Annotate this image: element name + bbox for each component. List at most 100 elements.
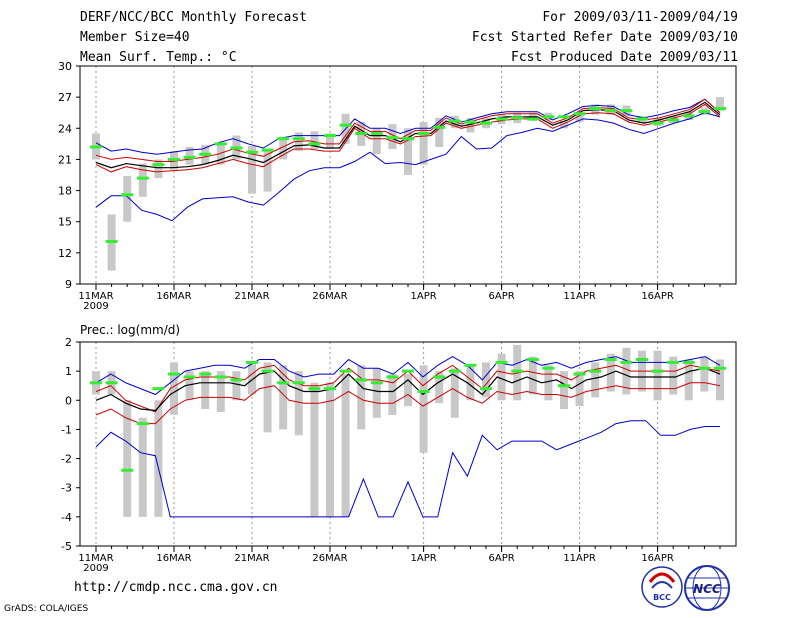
temp-xtick-label-1: 16MAR <box>156 291 191 302</box>
prec-box-6 <box>170 362 178 415</box>
prec-box-8 <box>201 371 210 410</box>
prec-box-37 <box>653 350 662 401</box>
prec-box-38 <box>669 356 678 395</box>
temp-box-32 <box>575 113 584 123</box>
bcc-logo: BCC <box>641 566 683 608</box>
prec-box-4 <box>138 417 147 517</box>
temp-ytick-label-4: 21 <box>58 153 72 166</box>
temp-box-21 <box>404 128 412 175</box>
prec-median-24 <box>448 369 461 373</box>
temp-median-26 <box>480 121 492 125</box>
prec-median-31 <box>558 384 570 388</box>
temp-ytick-label-1: 12 <box>58 247 72 260</box>
temp-median-13 <box>277 137 290 141</box>
prec-panel-title: Prec.: log(mm/d) <box>80 323 180 337</box>
prec-median-13 <box>277 381 290 385</box>
prec-median-33 <box>589 369 602 373</box>
prec-median-7 <box>183 375 196 379</box>
temp-median-27 <box>495 117 508 121</box>
temp-median-9 <box>214 142 227 146</box>
prec-ytick-label-3: -2 <box>61 453 72 466</box>
prec-median-16 <box>324 387 336 391</box>
prec-median-38 <box>667 360 680 364</box>
temp-median-38 <box>667 118 680 122</box>
forecast-started: Fcst Started Refer Date 2009/03/10 <box>471 30 738 45</box>
temp-box-4 <box>138 163 147 197</box>
prec-box-24 <box>450 368 459 418</box>
prec-box-27 <box>497 353 506 401</box>
prec-median-29 <box>526 357 539 361</box>
temp-min-line <box>95 112 721 222</box>
prec-ytick-label-5: 0 <box>65 394 72 407</box>
prec-box-21 <box>404 374 412 407</box>
prec-xtick-label-6: 11APR <box>563 553 596 564</box>
prec-median-6 <box>168 372 180 376</box>
prec-box-13 <box>279 365 288 430</box>
prec-ytick-label-0: -5 <box>61 540 72 553</box>
temp-median-33 <box>589 107 602 111</box>
prec-xtick-label-7: 16APR <box>641 553 674 564</box>
prec-median-19 <box>370 381 383 385</box>
temp-median-41 <box>714 107 726 111</box>
prec-box-35 <box>622 347 631 395</box>
grads-credit: GrADS: COLA/IGES <box>4 604 89 614</box>
temp-box-41 <box>716 97 724 111</box>
forecast-title: DERF/NCC/BCC Monthly Forecast <box>80 10 307 25</box>
temp-median-29 <box>526 117 539 121</box>
temp-ytick-label-6: 27 <box>58 91 72 104</box>
temp-xtick-label-0: 11MAR <box>78 291 113 302</box>
temp-median-20 <box>386 136 399 140</box>
forecast-produced: Fcst Produced Date 2009/03/11 <box>511 50 738 65</box>
website-url[interactable]: http://cmdp.ncc.cma.gov.cn <box>74 580 278 595</box>
temp-box-19 <box>372 128 381 155</box>
temp-xtick-label-6: 11APR <box>563 291 596 302</box>
temp-median-14 <box>292 137 305 141</box>
prec-box-40 <box>700 356 709 392</box>
prec-box-14 <box>294 371 303 436</box>
prec-median-36 <box>636 357 648 361</box>
prec-lower-line <box>95 382 721 425</box>
prec-box-30 <box>544 365 553 401</box>
temp-median-16 <box>324 134 336 138</box>
prec-xtick-label-0: 11MAR <box>78 553 113 564</box>
prec-box-26 <box>482 362 490 398</box>
header-left: DERF/NCC/BCC Monthly Forecast Member Siz… <box>80 9 307 69</box>
prec-box-3 <box>123 400 132 517</box>
temp-xtick-label-7: 16APR <box>641 291 674 302</box>
prec-median-21 <box>402 369 414 373</box>
temp-median-1 <box>90 145 102 149</box>
temp-box-25 <box>466 117 475 133</box>
temp-ytick-label-0: 9 <box>65 278 72 291</box>
temp-xtick-label-2: 21MAR <box>234 291 269 302</box>
temp-box-31 <box>560 121 568 129</box>
temp-box-3 <box>123 176 132 222</box>
temp-box-23 <box>435 117 444 147</box>
temp-xtick-sublabel-0: 2009 <box>83 301 108 312</box>
temp-median-39 <box>682 114 695 118</box>
temp-median-21 <box>402 137 414 141</box>
prec-box-20 <box>388 374 397 415</box>
prec-box-12 <box>263 362 272 433</box>
prec-median-1 <box>90 381 102 385</box>
prec-box-32 <box>575 371 584 407</box>
prec-ytick-label-4: -1 <box>61 423 72 436</box>
prec-median-37 <box>651 369 664 373</box>
temp-median-28 <box>511 116 524 120</box>
temp-median-3 <box>121 193 134 197</box>
temp-box-12 <box>263 149 272 192</box>
prec-box-18 <box>357 365 366 430</box>
prec-box-16 <box>326 382 334 517</box>
prec-median-18 <box>355 378 368 382</box>
prec-mean-line <box>95 367 721 412</box>
temp-median-15 <box>308 142 321 146</box>
prec-median-40 <box>698 366 711 370</box>
prec-median-39 <box>682 360 695 364</box>
temp-ytick-label-5: 24 <box>58 122 72 135</box>
temp-median-6 <box>168 157 180 161</box>
temp-median-22 <box>417 131 430 135</box>
prec-median-34 <box>604 357 617 361</box>
prec-median-12 <box>261 369 274 373</box>
header-right: For 2009/03/11-2009/04/19 Fcst Started R… <box>472 9 738 69</box>
